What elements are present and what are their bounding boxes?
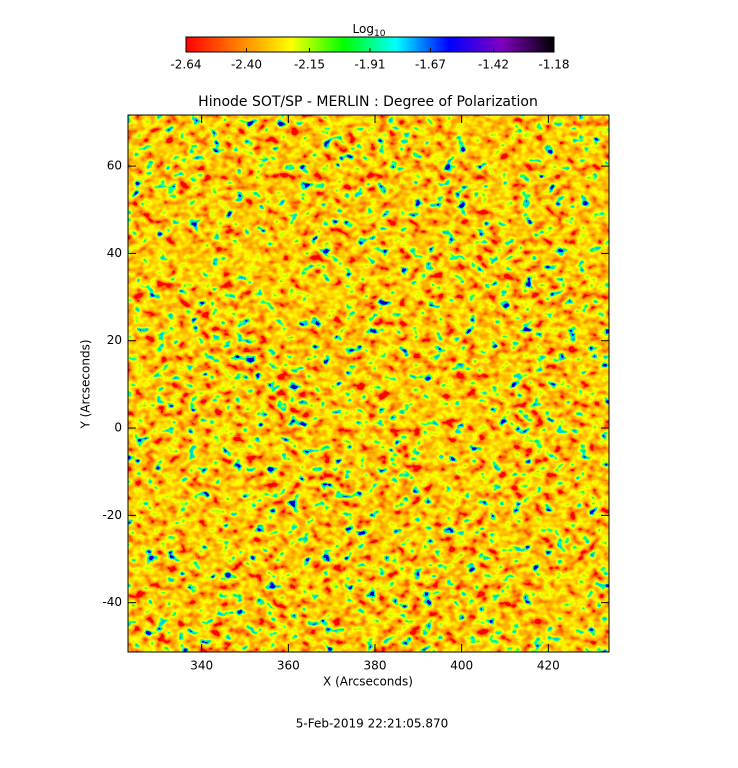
x-tick-label: 360 xyxy=(277,659,300,673)
colorbar-tick-label: -1.18 xyxy=(538,58,569,72)
colorbar-tick-label: -1.42 xyxy=(478,58,509,72)
colorbar-label: Log10 xyxy=(353,22,386,39)
colorbar-tick-label: -1.91 xyxy=(354,58,385,72)
y-tick-label: 0 xyxy=(114,421,122,435)
colorbar-tick-label: -2.15 xyxy=(294,58,325,72)
plot-frame xyxy=(127,114,610,653)
y-tick-label: -20 xyxy=(102,508,122,522)
footer-date: 5-Feb-2019 22:21:05.870 xyxy=(296,717,449,731)
colorbar-label-sub: 10 xyxy=(374,29,386,39)
colorbar-tick-label: -1.67 xyxy=(415,58,446,72)
x-tick-label: 340 xyxy=(190,659,213,673)
y-tick-label: 60 xyxy=(107,159,122,173)
colorbar-label-main: Log xyxy=(353,22,374,36)
x-tick-label: 380 xyxy=(364,659,387,673)
colorbar-tick-label: -2.64 xyxy=(170,58,201,72)
y-tick-label: 40 xyxy=(107,246,122,260)
x-tick-label: 420 xyxy=(537,659,560,673)
x-tick-label: 400 xyxy=(450,659,473,673)
x-axis-label: X (Arcseconds) xyxy=(323,675,413,689)
y-axis-label: Y (Arcseconds) xyxy=(79,339,93,429)
y-tick-label: -40 xyxy=(102,595,122,609)
heatmap-texture xyxy=(128,115,609,652)
chart-title: Hinode SOT/SP - MERLIN : Degree of Polar… xyxy=(198,94,538,110)
y-tick-label: 20 xyxy=(107,333,122,347)
colorbar-tick-label: -2.40 xyxy=(231,58,262,72)
